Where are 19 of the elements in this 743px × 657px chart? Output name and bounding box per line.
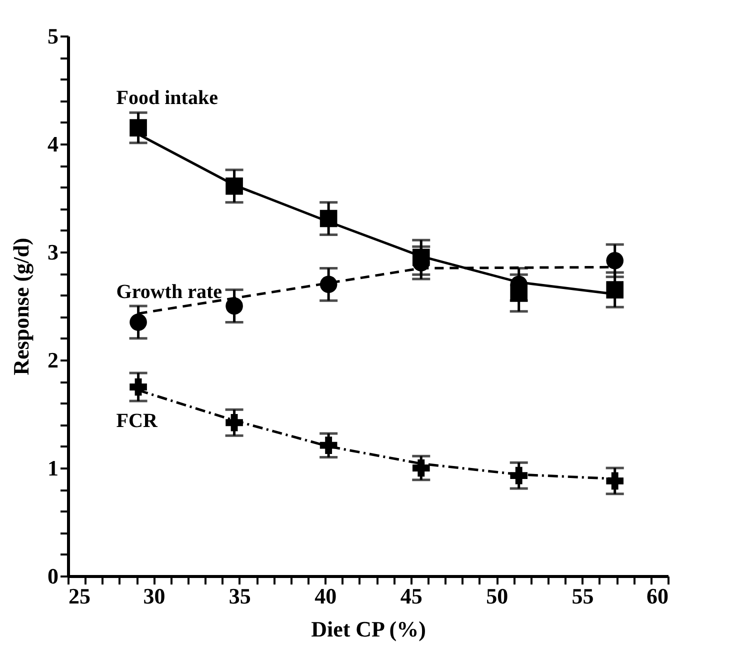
y-tick-label: 5: [48, 24, 58, 48]
series-label: Growth rate: [116, 281, 222, 304]
y-axis-title: Response (g/d): [8, 238, 34, 376]
y-tick-label: 4: [48, 132, 58, 156]
series-label: FCR: [116, 410, 158, 432]
x-tick-label: 35: [228, 584, 251, 608]
x-tick-label: 25: [68, 584, 90, 608]
x-tick-label: 30: [143, 584, 166, 608]
x-tick-label: 55: [572, 584, 594, 608]
y-tick-label: 3: [48, 240, 58, 264]
x-tick-label: 60: [646, 584, 668, 608]
x-tick-label: 45: [400, 584, 422, 608]
x-tick-label: 50: [486, 584, 508, 608]
y-tick-label: 1: [48, 456, 58, 480]
x-axis-title: Diet CP (%): [311, 616, 426, 642]
series-label: Food intake: [116, 86, 218, 109]
x-tick-label: 40: [314, 584, 337, 608]
y-tick-label: 2: [48, 348, 58, 372]
y-tick-label: 0: [48, 564, 58, 588]
